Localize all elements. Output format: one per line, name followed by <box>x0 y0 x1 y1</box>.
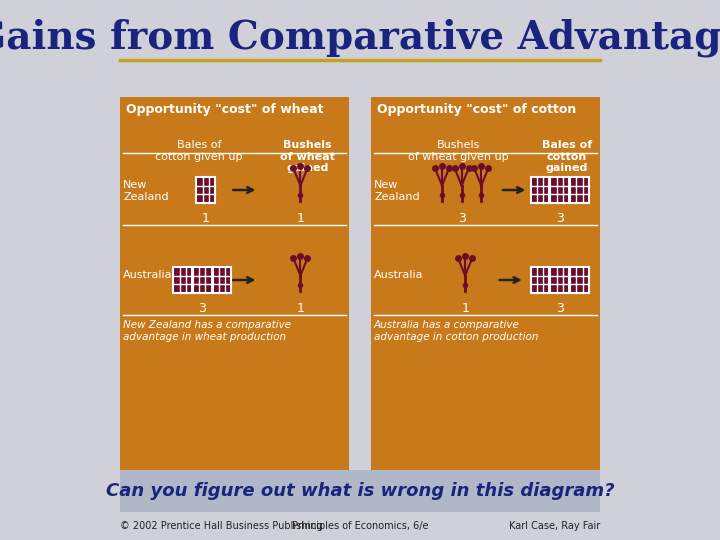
Text: Opportunity "cost" of cotton: Opportunity "cost" of cotton <box>377 103 576 116</box>
Bar <box>531 267 549 293</box>
Text: Bales of
cotton
gained: Bales of cotton gained <box>541 140 592 173</box>
Text: Australia has a comparative
advantage in cotton production: Australia has a comparative advantage in… <box>374 320 539 342</box>
Text: 3: 3 <box>198 302 206 315</box>
Bar <box>551 267 569 293</box>
Text: Principles of Economics, 6/e: Principles of Economics, 6/e <box>292 521 428 531</box>
Text: Karl Case, Ray Fair: Karl Case, Ray Fair <box>508 521 600 531</box>
Text: 1: 1 <box>202 212 210 225</box>
Bar <box>372 97 600 472</box>
Bar <box>174 267 192 293</box>
Bar <box>120 470 600 512</box>
Text: 1: 1 <box>297 212 305 225</box>
Text: 3: 3 <box>556 302 564 315</box>
Bar <box>197 177 215 203</box>
Text: Gains from Comparative Advantage: Gains from Comparative Advantage <box>0 19 720 57</box>
Bar <box>212 267 231 293</box>
Bar <box>193 267 212 293</box>
Text: New
Zealand: New Zealand <box>123 180 168 201</box>
Bar <box>570 267 589 293</box>
Text: 1: 1 <box>297 302 305 315</box>
Bar <box>531 177 549 203</box>
Text: © 2002 Prentice Hall Business Publishing: © 2002 Prentice Hall Business Publishing <box>120 521 323 531</box>
Text: Opportunity "cost" of wheat: Opportunity "cost" of wheat <box>126 103 323 116</box>
Text: 1: 1 <box>462 302 469 315</box>
Bar <box>120 97 348 472</box>
Text: Bales of
cotton given up: Bales of cotton given up <box>155 140 243 161</box>
Text: New Zealand has a comparative
advantage in wheat production: New Zealand has a comparative advantage … <box>123 320 291 342</box>
Text: 3: 3 <box>458 212 466 225</box>
Text: Bushels
of wheat
gained: Bushels of wheat gained <box>280 140 335 173</box>
Text: New
Zealand: New Zealand <box>374 180 420 201</box>
Text: Can you figure out what is wrong in this diagram?: Can you figure out what is wrong in this… <box>106 482 614 500</box>
Text: Australia: Australia <box>374 270 423 280</box>
Text: Australia: Australia <box>123 270 173 280</box>
Text: 3: 3 <box>556 212 564 225</box>
Text: Bushels
of wheat given up: Bushels of wheat given up <box>408 140 508 161</box>
Bar <box>570 177 589 203</box>
Bar <box>551 177 569 203</box>
